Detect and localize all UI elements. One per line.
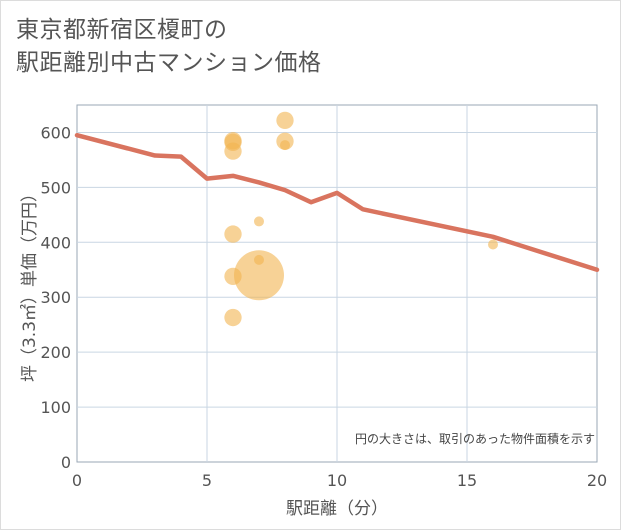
y-tick-label: 400 [40, 233, 71, 252]
chart-title: 東京都新宿区榎町の 駅距離別中古マンション価格 [16, 14, 322, 80]
x-tick-label: 20 [587, 471, 607, 490]
y-tick-label: 0 [61, 453, 71, 472]
y-tick-label: 200 [40, 343, 71, 362]
y-tick-label: 300 [40, 288, 71, 307]
x-tick-labels: 0 5 10 15 20 [72, 471, 607, 490]
average-price-line [74, 132, 600, 273]
chart-title-line2: 駅距離別中古マンション価格 [16, 50, 322, 76]
y-tick-labels: 0 100 200 300 400 500 600 [40, 123, 71, 472]
size-note: 円の大きさは、取引のあった物件面積を示す [355, 431, 595, 446]
bubble-point [280, 140, 290, 151]
x-tick-label: 5 [202, 471, 212, 490]
x-tick-label: 10 [327, 471, 347, 490]
y-tick-label: 100 [40, 398, 71, 417]
x-axis-label: 駅距離（分） [286, 499, 388, 519]
bubble-point [224, 142, 242, 160]
x-tick-label: 15 [457, 471, 477, 490]
y-tick-label: 500 [40, 178, 71, 197]
bubble-point [224, 308, 242, 327]
bubble-point [488, 239, 498, 250]
bubble-series [224, 111, 498, 327]
bubble-point [234, 250, 284, 301]
bubble-point [254, 216, 264, 227]
chart-title-line1: 東京都新宿区榎町の [16, 17, 228, 43]
x-tick-label: 0 [72, 471, 82, 490]
y-axis-label: 坪（3.3㎡）単価（万円） [20, 185, 40, 382]
line-series [74, 132, 600, 273]
bubble-point [276, 111, 294, 130]
bubble-point [224, 225, 242, 243]
y-tick-label: 600 [40, 123, 71, 142]
